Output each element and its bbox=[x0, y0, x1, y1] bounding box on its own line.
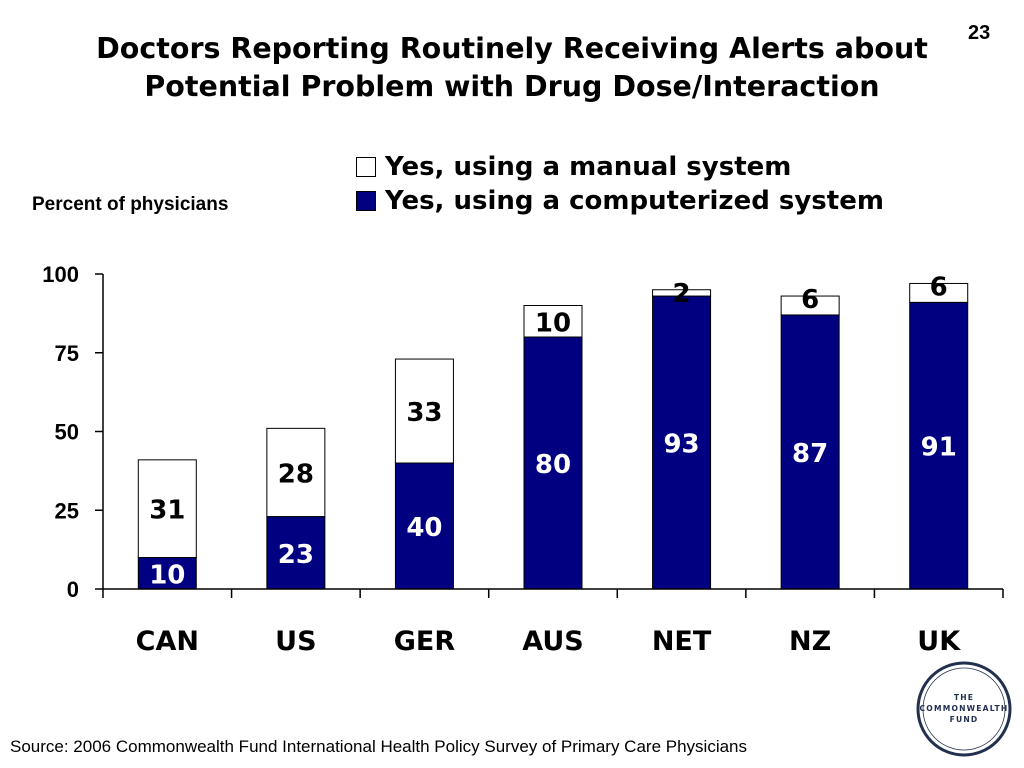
labels-layer: 10 31 CAN 23 28 US 40 33 GER 80 10 AUS 93 2 NET 87 6 NZ 91… bbox=[42, 262, 961, 657]
data-label-us-manual: 28 bbox=[278, 459, 314, 489]
y-tick-label-50: 50 bbox=[55, 420, 79, 445]
bar-nz-manual bbox=[780, 295, 840, 316]
data-label-ger-manual: 33 bbox=[406, 398, 442, 428]
bar-nz-computerized bbox=[780, 314, 840, 590]
logo-line-2: COMMONWEALTH bbox=[919, 704, 1009, 713]
y-tick-label-100: 100 bbox=[42, 262, 79, 287]
data-label-can-computerized: 10 bbox=[149, 560, 185, 590]
data-label-can-manual: 31 bbox=[149, 496, 185, 526]
logo-line-1: THE bbox=[953, 693, 975, 702]
bar-ger-computerized bbox=[394, 462, 454, 590]
x-tick-label-us: US bbox=[275, 626, 316, 657]
x-tick-label-nz: NZ bbox=[789, 626, 831, 657]
y-axis-label: Percent of physicians bbox=[32, 194, 229, 215]
bar-uk-computerized bbox=[909, 301, 969, 590]
legend: Yes, using a manual system Yes, using a … bbox=[356, 150, 884, 218]
data-label-uk-computerized: 91 bbox=[921, 433, 957, 463]
legend-label-manual: Yes, using a manual system bbox=[385, 152, 792, 182]
y-tick-label-25: 25 bbox=[55, 498, 79, 523]
chart-title-line-2: Potential Problem with Drug Dose/Interac… bbox=[144, 70, 880, 103]
logo-text: THE COMMONWEALTH FUND bbox=[915, 692, 1013, 725]
data-label-net-manual: 2 bbox=[673, 279, 691, 309]
chart-title: Doctors Reporting Routinely Receiving Al… bbox=[0, 30, 1024, 106]
x-tick-label-uk: UK bbox=[917, 626, 961, 657]
bar-uk-manual bbox=[909, 282, 969, 303]
bar-net-manual bbox=[652, 289, 712, 297]
y-tick-label-75: 75 bbox=[55, 341, 79, 366]
data-label-nz-manual: 6 bbox=[801, 285, 819, 315]
bar-can-computerized bbox=[137, 557, 197, 590]
bars-layer bbox=[137, 282, 969, 590]
data-label-net-computerized: 93 bbox=[663, 430, 699, 460]
bar-aus-manual bbox=[523, 305, 583, 338]
bar-us-manual bbox=[266, 427, 326, 518]
y-tick-label-0: 0 bbox=[67, 577, 79, 602]
bar-us-computerized bbox=[266, 516, 326, 590]
data-label-aus-manual: 10 bbox=[535, 308, 571, 338]
chart-title-line-1: Doctors Reporting Routinely Receiving Al… bbox=[96, 32, 928, 65]
data-label-nz-computerized: 87 bbox=[792, 439, 828, 469]
data-label-uk-manual: 6 bbox=[930, 272, 948, 302]
source-note: Source: 2006 Commonwealth Fund Internati… bbox=[10, 737, 748, 756]
bar-aus-computerized bbox=[523, 336, 583, 590]
logo-line-3: FUND bbox=[949, 715, 979, 724]
bar-ger-manual bbox=[394, 358, 454, 464]
axes-layer bbox=[95, 273, 1004, 598]
legend-item-computerized: Yes, using a computerized system bbox=[356, 184, 884, 218]
slide-number: 23 bbox=[968, 22, 991, 44]
bar-can-manual bbox=[137, 459, 197, 559]
data-label-aus-computerized: 80 bbox=[535, 450, 571, 480]
x-tick-label-aus: AUS bbox=[522, 626, 583, 657]
x-tick-label-can: CAN bbox=[136, 626, 199, 657]
legend-swatch-manual bbox=[356, 157, 376, 177]
legend-swatch-computerized bbox=[356, 191, 376, 211]
data-label-us-computerized: 23 bbox=[278, 540, 314, 570]
x-tick-label-net: NET bbox=[652, 626, 712, 657]
commonwealth-fund-logo bbox=[916, 661, 1012, 757]
legend-item-manual: Yes, using a manual system bbox=[356, 150, 884, 184]
legend-label-computerized: Yes, using a computerized system bbox=[385, 186, 884, 216]
x-tick-label-ger: GER bbox=[394, 626, 456, 657]
data-label-ger-computerized: 40 bbox=[406, 513, 442, 543]
